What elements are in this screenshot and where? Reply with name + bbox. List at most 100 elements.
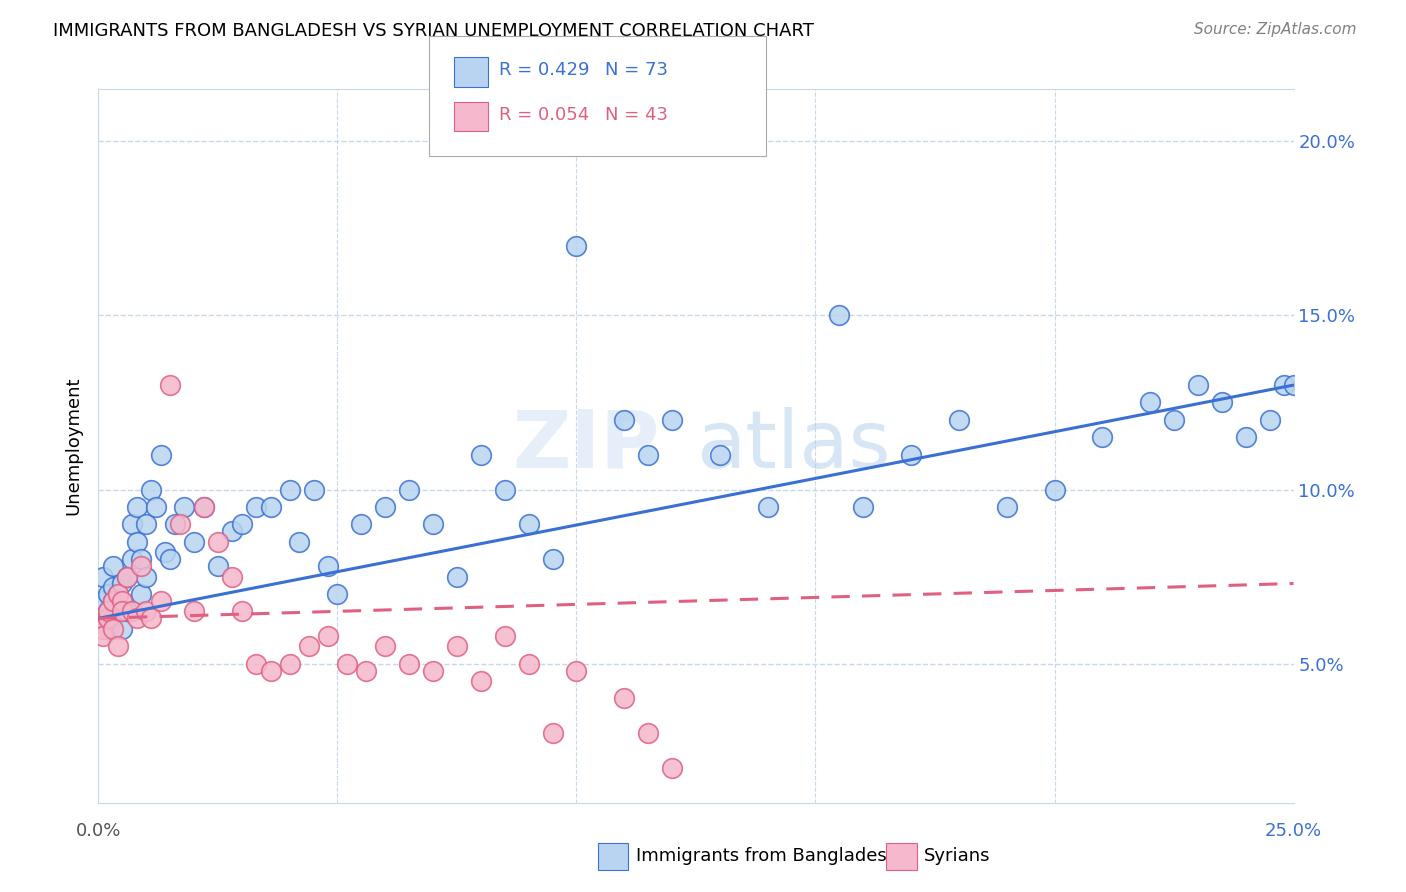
Point xyxy=(97,611,120,625)
Point xyxy=(97,604,120,618)
Point xyxy=(541,726,564,740)
Point xyxy=(298,639,321,653)
Point xyxy=(107,604,129,618)
Point xyxy=(101,594,124,608)
Point xyxy=(193,500,215,514)
Point xyxy=(422,517,444,532)
Point xyxy=(159,552,181,566)
Point xyxy=(756,500,779,514)
Point xyxy=(422,664,444,678)
Point xyxy=(173,500,195,514)
Point xyxy=(231,517,253,532)
Point xyxy=(470,448,492,462)
Point xyxy=(139,483,162,497)
Point xyxy=(111,594,134,608)
Point xyxy=(183,534,205,549)
Point xyxy=(125,534,148,549)
Point xyxy=(1258,413,1281,427)
Point xyxy=(121,552,143,566)
Point xyxy=(613,691,636,706)
Point xyxy=(207,559,229,574)
Point xyxy=(316,559,339,574)
Point xyxy=(470,673,492,688)
Point xyxy=(828,309,851,323)
Point xyxy=(245,657,267,671)
Point xyxy=(207,534,229,549)
Point xyxy=(541,552,564,566)
Point xyxy=(1234,430,1257,444)
Text: R = 0.054: R = 0.054 xyxy=(499,106,589,124)
Point xyxy=(125,611,148,625)
Point xyxy=(259,664,281,678)
Point xyxy=(948,413,970,427)
Point xyxy=(316,629,339,643)
Point xyxy=(91,569,114,583)
Point xyxy=(111,604,134,618)
Point xyxy=(709,448,731,462)
Point xyxy=(145,500,167,514)
Point xyxy=(1043,483,1066,497)
Point xyxy=(97,622,120,636)
Text: Immigrants from Bangladesh: Immigrants from Bangladesh xyxy=(636,847,897,865)
Point xyxy=(259,500,281,514)
Point xyxy=(900,448,922,462)
Point xyxy=(613,413,636,427)
Point xyxy=(131,559,153,574)
Point xyxy=(121,604,143,618)
Point xyxy=(115,569,138,583)
Point xyxy=(111,576,134,591)
Point xyxy=(1272,378,1295,392)
Point xyxy=(1139,395,1161,409)
Point xyxy=(565,239,588,253)
Point xyxy=(637,448,659,462)
Point xyxy=(163,517,186,532)
Point xyxy=(91,629,114,643)
Point xyxy=(107,587,129,601)
Point xyxy=(131,552,153,566)
Point xyxy=(139,611,162,625)
Point xyxy=(326,587,349,601)
Point xyxy=(354,664,377,678)
Point xyxy=(155,545,177,559)
Point xyxy=(661,761,683,775)
Point xyxy=(1187,378,1209,392)
Text: Source: ZipAtlas.com: Source: ZipAtlas.com xyxy=(1194,22,1357,37)
Point xyxy=(852,500,875,514)
Text: IMMIGRANTS FROM BANGLADESH VS SYRIAN UNEMPLOYMENT CORRELATION CHART: IMMIGRANTS FROM BANGLADESH VS SYRIAN UNE… xyxy=(53,22,814,40)
Point xyxy=(97,587,120,601)
Point xyxy=(517,517,540,532)
Point xyxy=(101,594,124,608)
Point xyxy=(517,657,540,671)
Point xyxy=(101,580,124,594)
Point xyxy=(278,657,301,671)
Point xyxy=(101,622,124,636)
Point xyxy=(91,622,114,636)
Point xyxy=(97,604,120,618)
Point xyxy=(135,517,157,532)
Point xyxy=(125,500,148,514)
Point xyxy=(288,534,311,549)
Point xyxy=(245,500,267,514)
Point xyxy=(995,500,1018,514)
Point xyxy=(115,569,138,583)
Point xyxy=(107,639,129,653)
Point xyxy=(101,559,124,574)
Point xyxy=(193,500,215,514)
Point xyxy=(302,483,325,497)
Point xyxy=(231,604,253,618)
Point xyxy=(350,517,373,532)
Point xyxy=(637,726,659,740)
Point xyxy=(336,657,359,671)
Point xyxy=(398,657,420,671)
Text: atlas: atlas xyxy=(696,407,890,485)
Point xyxy=(159,378,181,392)
Point xyxy=(446,639,468,653)
Text: 25.0%: 25.0% xyxy=(1265,822,1322,840)
Point xyxy=(131,587,153,601)
Point xyxy=(221,524,243,539)
Point xyxy=(1282,378,1305,392)
Point xyxy=(374,500,396,514)
Point xyxy=(374,639,396,653)
Point xyxy=(135,569,157,583)
Point xyxy=(183,604,205,618)
